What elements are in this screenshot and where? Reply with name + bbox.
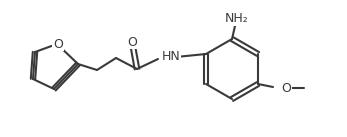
Text: O: O <box>127 35 137 48</box>
Text: O: O <box>53 38 63 51</box>
Text: HN: HN <box>162 49 181 62</box>
Text: NH₂: NH₂ <box>225 12 249 25</box>
Text: O: O <box>281 82 291 95</box>
